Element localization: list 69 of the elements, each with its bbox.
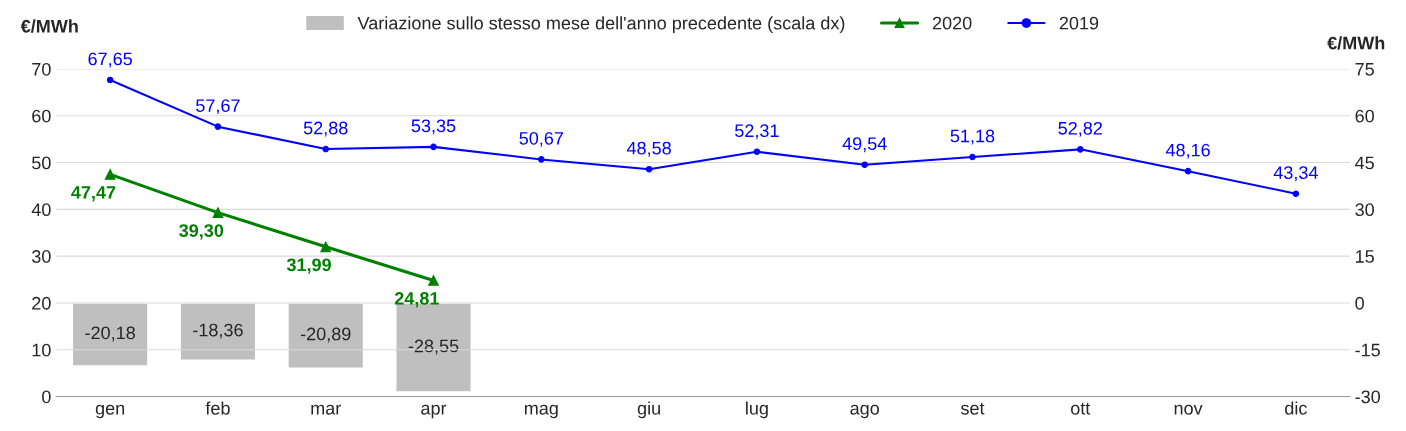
point	[861, 161, 868, 168]
y-tick-label: 20	[32, 296, 51, 310]
data-label: 51,18	[950, 129, 995, 145]
y-tick-label: 50	[32, 156, 51, 170]
y2-tick-label: 15	[1356, 250, 1374, 263]
data-label: 52,31	[735, 124, 779, 140]
y2-axis-title: €/MWh	[1327, 36, 1385, 50]
y2-tick-label: 0	[1355, 296, 1364, 310]
x-tick-label: lug	[746, 401, 768, 419]
data-label: 31,99	[286, 258, 331, 274]
y2-tick-label: 60	[1355, 109, 1374, 123]
data-label: 39,30	[179, 224, 224, 240]
legend-label: 2019	[1059, 16, 1099, 30]
x-tick-label: ott	[1071, 402, 1091, 415]
y2-tick-label: 75	[1355, 63, 1374, 76]
point	[322, 145, 330, 153]
legend-label: 2020	[932, 16, 972, 30]
point	[428, 275, 439, 286]
data-label: -20,18	[85, 326, 135, 342]
y2-tick-label: 45	[1355, 156, 1374, 170]
y-tick-label: 10	[32, 343, 51, 357]
y2-tick-label: 30	[1355, 203, 1374, 217]
data-label: 67,65	[88, 52, 132, 68]
data-label: 48,16	[1165, 143, 1210, 159]
y-axis-title: €/MWh	[20, 19, 78, 33]
y2-tick-label: -30	[1355, 390, 1381, 404]
point	[969, 153, 976, 161]
y-tick-label: 60	[32, 109, 51, 123]
data-label: 50,67	[519, 131, 563, 147]
x-tick-label: mag	[524, 404, 558, 419]
data-label: 47,47	[71, 186, 116, 202]
y2-tick-label: -15	[1355, 343, 1380, 357]
point	[106, 76, 114, 84]
point	[430, 143, 437, 151]
x-tick-label: giu	[637, 401, 660, 419]
y-tick-label: 70	[32, 62, 51, 76]
y-tick-label: 30	[31, 250, 51, 263]
y-tick-label: 0	[42, 390, 51, 404]
x-tick-label: nov	[1174, 404, 1203, 415]
data-label: 43,34	[1273, 166, 1318, 182]
point	[1184, 167, 1192, 175]
data-label: -18,36	[193, 323, 243, 339]
x-tick-label: gen	[95, 404, 125, 419]
data-label: -20,89	[300, 327, 351, 343]
point	[645, 165, 653, 173]
x-tick-label: set	[960, 402, 985, 415]
y-tick-label: 40	[31, 203, 51, 217]
data-label: 49,54	[842, 137, 887, 153]
point	[1292, 190, 1300, 198]
point	[320, 241, 332, 253]
x-tick-label: feb	[205, 401, 230, 415]
data-label: 24,81	[394, 292, 439, 308]
point	[212, 207, 224, 218]
point	[538, 156, 545, 163]
data-label: 48,58	[626, 141, 671, 157]
x-tick-label: mar	[311, 404, 341, 415]
point	[1076, 146, 1084, 153]
data-label: 52,82	[1058, 121, 1102, 137]
data-label: -28,55	[408, 339, 459, 355]
point	[753, 148, 761, 156]
data-label: 57,67	[196, 99, 240, 115]
point	[104, 169, 116, 180]
legend-label: Variazione sullo stesso mese dell'anno precedente (scala dx)	[357, 16, 845, 34]
point	[214, 123, 222, 130]
data-label: 52,88	[303, 121, 348, 137]
x-tick-label: ago	[850, 404, 879, 419]
x-tick-label: apr	[421, 404, 447, 419]
data-label: 53,35	[411, 119, 456, 135]
x-tick-label: dic	[1285, 401, 1307, 415]
